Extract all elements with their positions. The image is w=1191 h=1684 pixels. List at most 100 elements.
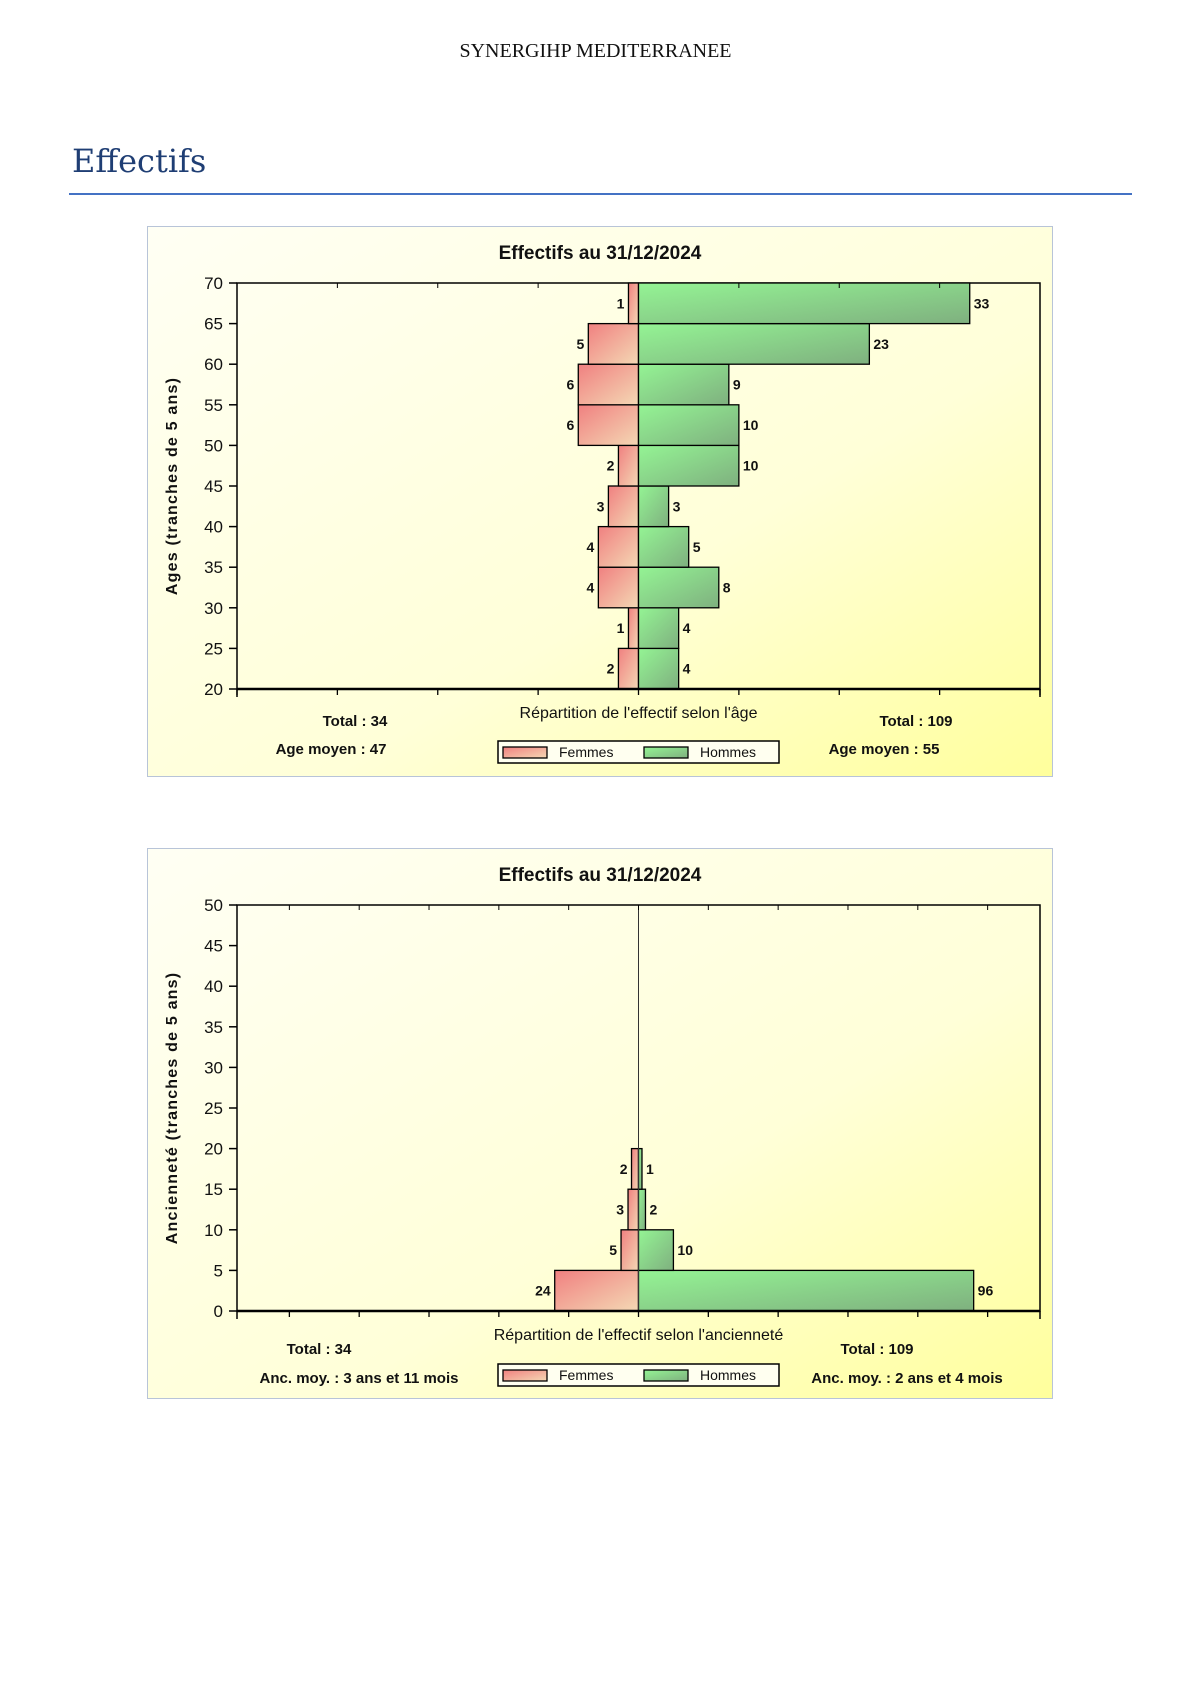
bar-hommes (637, 1269, 975, 1312)
bar-femmes (577, 363, 640, 406)
y-axis-label: Ages (tranches de 5 ans) (164, 377, 181, 595)
y-tick-label: 20 (204, 680, 223, 699)
right-mean: Age moyen : 55 (829, 741, 940, 758)
bar-femmes (577, 404, 640, 447)
y-tick-label: 45 (204, 477, 223, 496)
y-axis-label: Ancienneté (tranches de 5 ans) (164, 972, 181, 1245)
y-tick-label: 70 (204, 274, 223, 293)
data-label-femmes: 6 (566, 417, 574, 433)
bar-femmes (630, 1147, 640, 1190)
x-axis-label: Répartition de l'effectif selon l'âge (520, 705, 758, 722)
bar-hommes (637, 1229, 675, 1272)
y-tick-label: 15 (204, 1180, 223, 1199)
bar-hommes (637, 566, 720, 609)
legend-label-hommes: Hommes (700, 744, 756, 760)
right-total: Total : 109 (840, 1341, 913, 1358)
bar-femmes (627, 1188, 640, 1231)
data-label-hommes: 4 (683, 661, 691, 677)
data-label-hommes: 9 (733, 377, 741, 393)
left-total: Total : 34 (323, 713, 388, 730)
data-label-femmes: 2 (607, 458, 615, 474)
seniority-pyramid-chart: Effectifs au 31/12/2024 24 96 5 10 3 2 2 1 0 5 10 15… (147, 848, 1053, 1399)
bar-femmes (620, 1229, 640, 1272)
bar-hommes (637, 322, 871, 365)
data-label-hommes: 96 (978, 1283, 994, 1299)
y-tick-label: 55 (204, 396, 223, 415)
data-label-hommes: 3 (673, 498, 681, 514)
legend: Femmes Hommes (497, 1363, 780, 1387)
y-tick-label: 40 (204, 518, 223, 537)
age-pyramid-chart: Effectifs au 31/12/2024 2 4 1 4 4 8 4 5 3 3 2 10 6 10 6… (147, 226, 1053, 777)
data-label-hommes: 23 (873, 336, 889, 352)
data-label-hommes: 1 (646, 1161, 654, 1177)
bar-hommes (637, 607, 680, 650)
bar-hommes (637, 1147, 643, 1190)
y-tick-label: 25 (204, 639, 223, 658)
data-label-femmes: 6 (566, 377, 574, 393)
bar-femmes (597, 566, 640, 609)
legend: Femmes Hommes (497, 740, 780, 764)
y-tick-label: 30 (204, 599, 223, 618)
y-tick-label: 30 (204, 1058, 223, 1077)
y-tick-label: 35 (204, 1018, 223, 1037)
chart-background (147, 848, 1053, 1399)
legend-box (497, 1363, 780, 1387)
y-tick-label: 50 (204, 896, 223, 915)
y-tick-label: 20 (204, 1140, 223, 1159)
bar-femmes (554, 1269, 640, 1312)
y-tick-label: 25 (204, 1099, 223, 1118)
y-tick-label: 40 (204, 977, 223, 996)
data-label-femmes: 3 (597, 498, 605, 514)
y-tick-label: 65 (204, 315, 223, 334)
bar-femmes (587, 322, 640, 365)
section-title: Effectifs (72, 142, 207, 180)
legend-swatch-hommes (643, 1369, 689, 1382)
bar-femmes (597, 525, 640, 568)
legend-swatch-femmes (502, 746, 548, 759)
y-tick-label: 5 (214, 1261, 223, 1280)
y-tick-label: 10 (204, 1221, 223, 1240)
bar-hommes (637, 525, 690, 568)
bar-hommes (637, 404, 740, 447)
bar-hommes (637, 282, 971, 325)
right-total: Total : 109 (879, 713, 952, 730)
y-tick-label: 50 (204, 436, 223, 455)
legend-label-hommes: Hommes (700, 1367, 756, 1383)
chart-title: Effectifs au 31/12/2024 (499, 865, 702, 886)
data-label-hommes: 8 (723, 580, 731, 596)
bar-hommes (637, 363, 730, 406)
legend-label-femmes: Femmes (559, 1367, 613, 1383)
bar-femmes (617, 444, 640, 487)
section-divider (69, 193, 1132, 195)
y-tick-label: 0 (214, 1302, 223, 1321)
legend-label-femmes: Femmes (559, 744, 613, 760)
data-label-femmes: 4 (587, 539, 595, 555)
data-label-hommes: 4 (683, 620, 691, 636)
data-label-femmes: 24 (535, 1283, 551, 1299)
data-label-hommes: 10 (743, 417, 759, 433)
legend-box (497, 740, 780, 764)
y-tick-label: 35 (204, 558, 223, 577)
y-tick-label: 45 (204, 937, 223, 956)
left-total: Total : 34 (287, 1341, 352, 1358)
bar-femmes (607, 485, 640, 528)
bar-hommes (637, 1188, 647, 1231)
data-label-hommes: 2 (649, 1202, 657, 1218)
bar-hommes (637, 485, 670, 528)
data-label-hommes: 10 (743, 458, 759, 474)
data-label-hommes: 5 (693, 539, 701, 555)
data-label-hommes: 10 (677, 1242, 693, 1258)
chart-title: Effectifs au 31/12/2024 (499, 243, 702, 264)
right-mean: Anc. moy. : 2 ans et 4 mois (811, 1370, 1002, 1387)
y-tick-label: 60 (204, 355, 223, 374)
left-mean: Anc. moy. : 3 ans et 11 mois (260, 1370, 459, 1387)
data-label-hommes: 33 (974, 295, 990, 311)
legend-swatch-femmes (502, 1369, 548, 1382)
data-label-femmes: 5 (577, 336, 585, 352)
data-label-femmes: 1 (617, 620, 625, 636)
data-label-femmes: 5 (609, 1242, 617, 1258)
data-label-femmes: 1 (617, 295, 625, 311)
legend-swatch-hommes (643, 746, 689, 759)
